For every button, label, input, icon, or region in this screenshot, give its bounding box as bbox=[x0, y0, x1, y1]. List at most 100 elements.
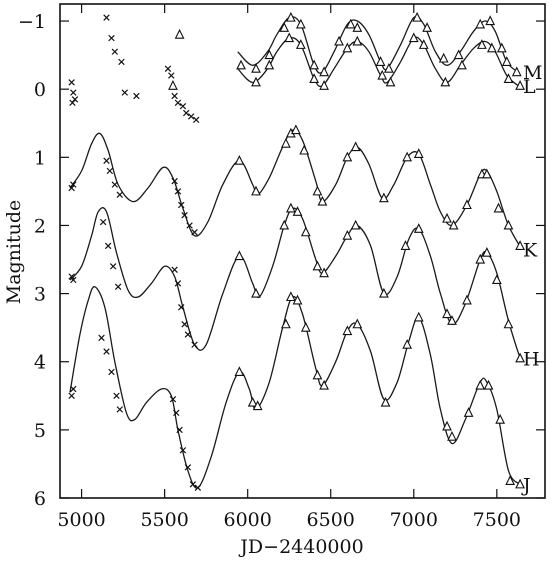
cross-point-offset bbox=[111, 48, 119, 55]
data-markers bbox=[68, 11, 525, 492]
x-axis-label: JD−2440000 bbox=[238, 536, 363, 558]
triangle-point-j bbox=[312, 369, 323, 380]
cross-point-offset bbox=[133, 92, 140, 100]
triangle-point-h bbox=[503, 318, 514, 329]
triangle-point-l bbox=[457, 59, 467, 70]
triangle-point-h bbox=[378, 287, 389, 298]
triangle-point-m bbox=[511, 66, 522, 77]
x-tick-label: 5000 bbox=[57, 509, 105, 531]
cross-point-h bbox=[109, 263, 117, 270]
cross-point-j bbox=[108, 368, 115, 376]
triangle-point-j bbox=[442, 420, 452, 431]
triangle-point-j bbox=[505, 475, 516, 486]
cross-point-offset bbox=[174, 99, 182, 107]
cross-point-j bbox=[179, 447, 187, 454]
triangle-point-j bbox=[447, 430, 457, 441]
triangle-point-k bbox=[299, 144, 310, 155]
series-label-l: L bbox=[523, 76, 536, 98]
series-label-k: K bbox=[523, 239, 538, 261]
cross-point-j bbox=[184, 464, 192, 471]
cross-point-k bbox=[178, 201, 185, 209]
triangle-point-k bbox=[481, 168, 492, 179]
y-tick-label: 6 bbox=[34, 488, 46, 510]
triangle-point-m bbox=[279, 22, 290, 32]
triangle-point-h bbox=[447, 315, 457, 325]
cross-point-offset bbox=[69, 99, 76, 107]
cross-point-j bbox=[173, 409, 180, 417]
cross-point-k bbox=[181, 212, 188, 219]
triangle-point-m bbox=[334, 35, 344, 46]
triangle-point-l bbox=[515, 80, 525, 90]
triangle-point-h bbox=[462, 294, 472, 305]
triangle-point-k bbox=[503, 219, 514, 230]
triangle-point-l bbox=[264, 59, 275, 70]
triangle-point-k bbox=[462, 199, 472, 210]
cross-point-j bbox=[189, 481, 197, 488]
triangle-point-m bbox=[438, 52, 449, 63]
cross-point-h bbox=[104, 242, 112, 250]
triangle-point-j bbox=[285, 291, 296, 302]
triangle-point-k bbox=[442, 212, 452, 223]
triangle-point-h bbox=[251, 287, 261, 298]
triangle-point-j bbox=[319, 379, 329, 390]
triangle-point-m bbox=[485, 15, 496, 26]
series-j-curve bbox=[69, 286, 521, 489]
triangle-point-l bbox=[476, 39, 487, 49]
triangle-point-h bbox=[481, 246, 492, 257]
triangle-point-m bbox=[352, 22, 363, 32]
cross-point-j bbox=[113, 392, 120, 400]
cross-point-j bbox=[103, 348, 110, 355]
cross-point-k bbox=[174, 188, 182, 195]
triangle-point-l bbox=[319, 80, 329, 90]
triangle-point-k bbox=[281, 137, 291, 148]
triangle-point-m bbox=[422, 22, 432, 32]
triangle-point-m bbox=[453, 49, 464, 60]
triangle-point-l bbox=[295, 39, 306, 49]
triangle-point-k bbox=[317, 195, 328, 206]
triangle-point-l bbox=[309, 73, 320, 84]
model-curves bbox=[69, 15, 523, 489]
cross-point-h bbox=[184, 331, 192, 338]
triangle-point-h bbox=[491, 274, 502, 285]
triangle-point-k bbox=[350, 141, 361, 152]
triangle-point-m bbox=[475, 18, 486, 29]
cross-point-offset bbox=[192, 116, 200, 124]
cross-point-offset bbox=[103, 14, 110, 21]
triangle-point-h bbox=[285, 202, 296, 213]
cross-point-k bbox=[70, 181, 77, 188]
series-label-m: M bbox=[523, 62, 542, 84]
cross-point-h bbox=[181, 321, 188, 328]
triangle-point-j bbox=[342, 325, 353, 336]
triangle-point-j bbox=[495, 413, 506, 424]
triangle-point-l bbox=[440, 76, 451, 87]
triangle-point-m bbox=[309, 59, 320, 70]
triangle-point-m bbox=[285, 11, 296, 22]
triangle-point-l bbox=[408, 32, 419, 43]
x-tick-label: 7500 bbox=[473, 509, 521, 531]
cross-point-offset bbox=[118, 58, 125, 66]
cross-point-k bbox=[111, 181, 119, 188]
cross-point-h bbox=[174, 280, 182, 287]
triangle-point-j bbox=[252, 400, 263, 411]
cross-point-j bbox=[70, 385, 77, 393]
cross-point-h bbox=[178, 303, 185, 311]
cross-point-offset bbox=[164, 65, 172, 72]
triangle-point-m bbox=[412, 11, 422, 22]
cross-point-offset bbox=[108, 34, 115, 42]
x-tick-label: 5500 bbox=[140, 509, 188, 531]
triangle-point-j bbox=[515, 478, 525, 489]
cross-point-k bbox=[191, 229, 198, 236]
cross-point-h bbox=[191, 341, 198, 348]
triangle-point-j bbox=[292, 294, 303, 305]
cross-point-h bbox=[114, 283, 122, 290]
cross-point-offset bbox=[171, 92, 178, 100]
cross-point-h bbox=[99, 218, 107, 226]
band-labels: ML K H J bbox=[521, 62, 542, 496]
y-tick-label: 0 bbox=[34, 79, 46, 101]
cross-point-offset bbox=[71, 96, 79, 103]
triangle-point-l bbox=[251, 76, 261, 87]
triangle-point-j bbox=[483, 379, 494, 390]
triangle-point-l bbox=[236, 59, 246, 70]
triangle-point-k bbox=[413, 148, 424, 158]
triangle-point-k bbox=[234, 154, 245, 165]
